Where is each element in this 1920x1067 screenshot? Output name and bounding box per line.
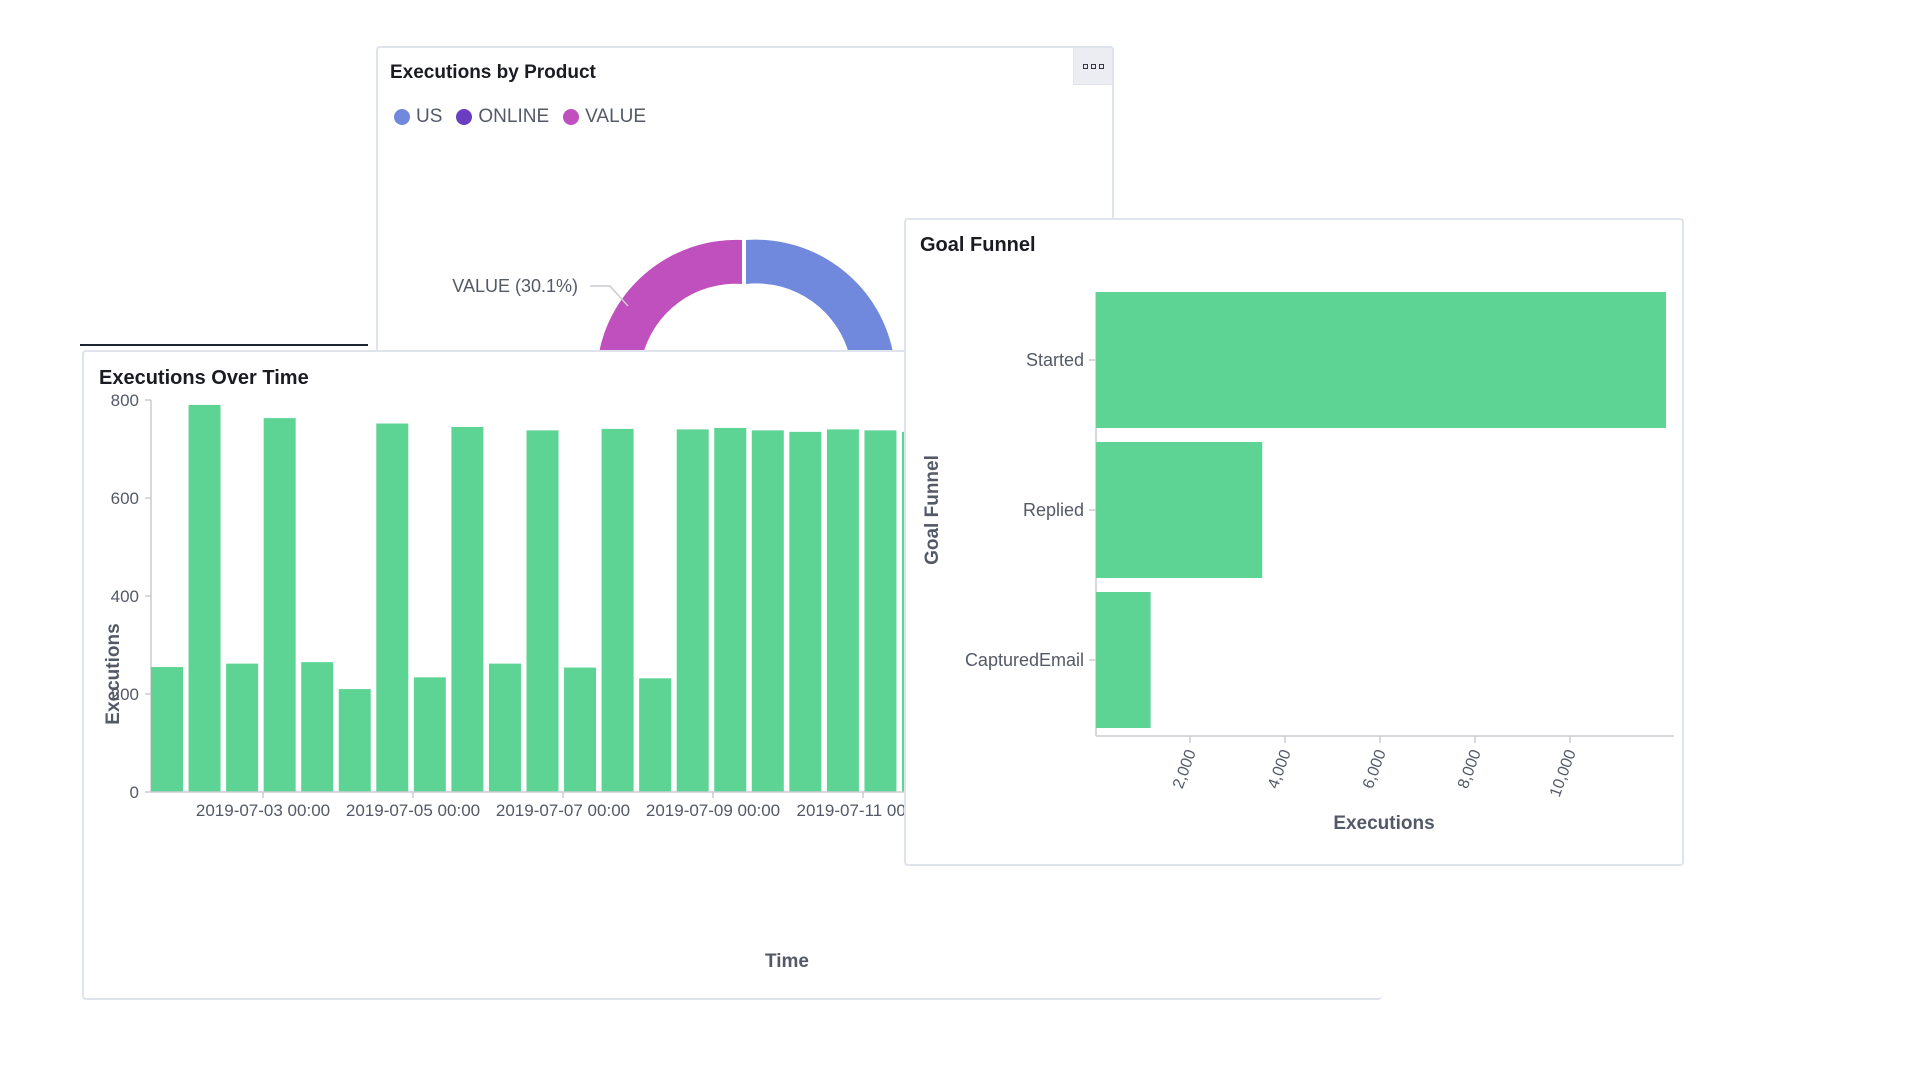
bar[interactable] (1096, 592, 1151, 728)
x-tick-label: 2019-07-07 00:00 (496, 801, 630, 820)
goal-funnel-panel: Goal Funnel 2,000 4,000 6,000 8,000 10,000 St… (904, 218, 1684, 866)
bar[interactable] (639, 678, 672, 792)
x-tick-label: 2019-07-03 00:00 (196, 801, 330, 820)
bar[interactable] (601, 428, 634, 792)
bar[interactable] (1096, 442, 1263, 578)
panel-title: Goal Funnel (920, 234, 1036, 256)
y-tick-label: Started (1026, 350, 1084, 370)
bar[interactable] (789, 431, 822, 792)
bar[interactable] (526, 430, 559, 792)
legend-label: US (416, 106, 443, 127)
ellipsis-icon[interactable] (1073, 48, 1112, 85)
y-axis-title: Executions (103, 623, 124, 724)
goal-funnel-chart: 2,000 4,000 6,000 8,000 10,000 Started Replied… (922, 292, 1674, 834)
y-tick-label: 800 (111, 391, 139, 410)
executions-by-product-panel: Executions by Product US ONLINE VALUE VA… (376, 46, 1114, 356)
bar[interactable] (826, 429, 859, 792)
y-tick-label: 0 (130, 783, 139, 802)
bar[interactable] (488, 663, 521, 792)
pie-legend: US ONLINE VALUE (394, 106, 646, 128)
bar[interactable] (564, 667, 597, 792)
divider-line (80, 344, 368, 346)
legend-dot (456, 109, 473, 125)
bar[interactable] (751, 430, 784, 792)
x-axis-title: Executions (1333, 813, 1434, 834)
pie-slice-us[interactable] (746, 239, 894, 356)
x-tick-label: 8,000 (1455, 747, 1485, 791)
x-axis-title: Time (765, 951, 809, 972)
legend-item-online[interactable]: ONLINE (456, 106, 549, 128)
bar[interactable] (263, 418, 296, 792)
pie-slice-value[interactable] (598, 239, 742, 356)
bar[interactable] (413, 677, 446, 792)
bar[interactable] (151, 667, 183, 792)
pie-slice-label: VALUE (30.1%) (452, 276, 578, 296)
legend-dot (394, 109, 410, 125)
bar[interactable] (301, 662, 334, 792)
legend-item-value[interactable]: VALUE (563, 106, 646, 128)
legend-dot (563, 109, 580, 125)
y-axis-title: Goal Funnel (922, 455, 943, 565)
y-tick-label: CapturedEmail (965, 650, 1084, 670)
x-tick-label: 4,000 (1265, 747, 1295, 791)
legend-label: ONLINE (478, 106, 550, 127)
bar-series (1096, 292, 1666, 728)
x-tick-label: 2,000 (1170, 747, 1200, 791)
bar[interactable] (188, 404, 221, 792)
legend-item-us[interactable]: US (394, 106, 442, 128)
bar[interactable] (451, 426, 484, 792)
bar[interactable] (864, 430, 897, 792)
legend-label: VALUE (585, 106, 647, 127)
bar[interactable] (226, 663, 259, 792)
bar[interactable] (676, 429, 709, 792)
x-tick-label: 6,000 (1360, 747, 1390, 791)
y-tick-label: Replied (1023, 500, 1084, 520)
y-tick-label: 200 (111, 685, 139, 704)
pie-chart: VALUE (30.1%) (452, 239, 894, 356)
y-tick-label: 400 (111, 587, 139, 606)
bar[interactable] (714, 427, 747, 792)
x-tick-label: 10,000 (1547, 747, 1580, 799)
bar[interactable] (338, 689, 371, 792)
y-axis: 0 200 400 600 800 (111, 391, 152, 802)
bar[interactable] (376, 423, 409, 792)
panel-title: Executions Over Time (99, 367, 309, 389)
x-tick-label: 2019-07-09 00:00 (646, 801, 780, 820)
x-tick-label: 2019-07-11 00:00 (797, 801, 930, 820)
bar[interactable] (1096, 292, 1666, 428)
panel-title: Executions by Product (390, 62, 596, 83)
x-tick-label: 2019-07-05 00:00 (346, 801, 480, 820)
y-tick-label: 600 (111, 489, 139, 508)
pie-label-leader (590, 285, 629, 307)
